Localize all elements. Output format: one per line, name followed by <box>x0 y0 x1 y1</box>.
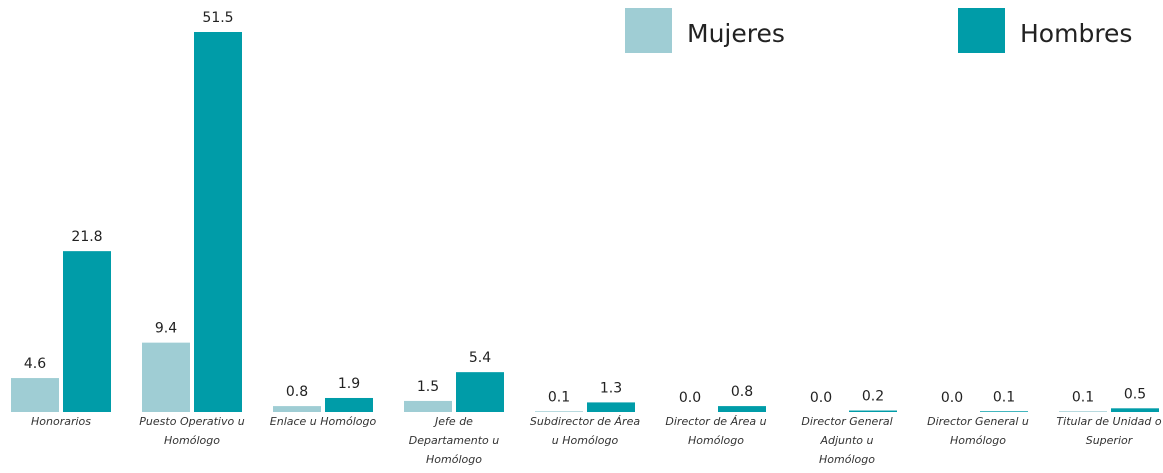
x-tick-label: Titular de Unidad o Superior <box>1056 415 1162 447</box>
x-tick-label: Honorarios <box>30 415 91 428</box>
value-label: 0.1 <box>1072 389 1094 405</box>
bar <box>273 406 321 412</box>
bar <box>325 397 373 412</box>
bar <box>718 406 766 412</box>
value-label: 0.0 <box>810 390 832 406</box>
value-label: 1.9 <box>338 376 360 392</box>
value-label: 0.5 <box>1124 386 1146 402</box>
value-label: 1.3 <box>600 380 622 396</box>
value-label: 0.0 <box>679 390 701 406</box>
value-label: 0.1 <box>993 389 1015 405</box>
bar <box>1111 408 1159 412</box>
x-tick-label: Director de Área u Homólogo <box>665 415 767 447</box>
value-label: 0.0 <box>941 390 963 406</box>
value-label: 0.8 <box>731 384 753 400</box>
value-label: 4.6 <box>24 356 46 372</box>
bar <box>194 32 242 412</box>
bar <box>980 411 1028 412</box>
x-tick-label: Director General Adjunto u Homólogo <box>801 415 893 466</box>
value-label: 5.4 <box>469 350 491 366</box>
value-label: 1.5 <box>417 379 439 395</box>
legend-swatch <box>958 8 1005 53</box>
bar <box>11 378 59 412</box>
legend-swatch <box>625 8 672 53</box>
x-tick-label: Subdirector de Área u Homólogo <box>529 415 641 447</box>
legend-label: Mujeres <box>687 19 785 48</box>
bar <box>63 251 111 412</box>
value-label: 51.5 <box>202 10 233 26</box>
bar <box>404 400 452 412</box>
value-label: 21.8 <box>71 229 102 245</box>
x-tick-label: Enlace u Homólogo <box>269 415 377 428</box>
bar <box>535 411 583 412</box>
bar <box>849 410 897 412</box>
legend-label: Hombres <box>1020 19 1132 48</box>
bar <box>1059 411 1107 412</box>
value-label: 9.4 <box>155 321 177 337</box>
x-tick-label: Puesto Operativo u Homólogo <box>139 415 245 447</box>
value-label: 0.1 <box>548 389 570 405</box>
bar <box>587 402 635 412</box>
x-tick-label: Jefe de Departamento u Homólogo <box>408 415 500 466</box>
value-label: 0.8 <box>286 384 308 400</box>
value-label: 0.2 <box>862 389 884 405</box>
bar <box>142 342 190 412</box>
bar <box>456 372 504 412</box>
x-tick-label: Director General u Homólogo <box>927 415 1029 447</box>
